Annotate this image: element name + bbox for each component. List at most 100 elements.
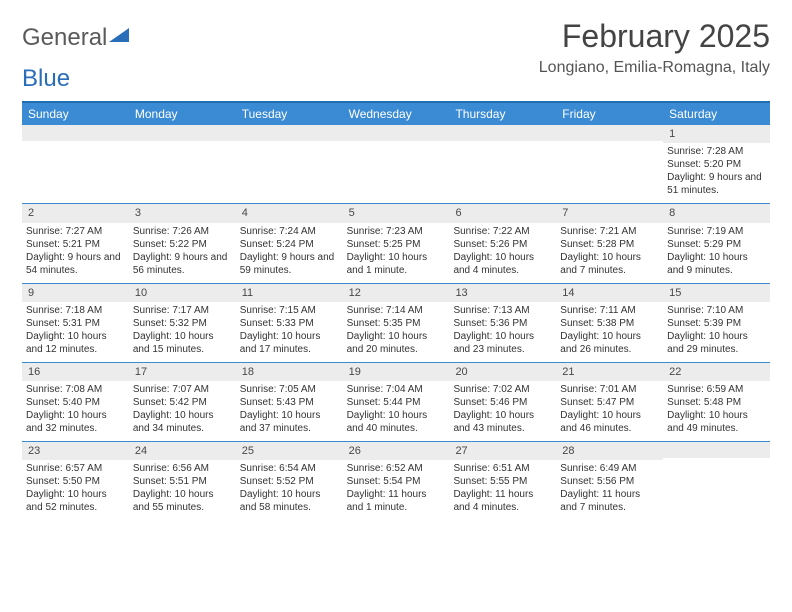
- day-sun: Sunrise: 6:56 AM: [133, 462, 232, 475]
- day-number: 11: [236, 284, 343, 302]
- day-cell: [343, 125, 450, 203]
- day-body: [129, 141, 236, 197]
- day-cell: [129, 125, 236, 203]
- day-set: Sunset: 5:52 PM: [240, 475, 339, 488]
- day-set: Sunset: 5:50 PM: [26, 475, 125, 488]
- day-number: 17: [129, 363, 236, 381]
- day-cell: 26Sunrise: 6:52 AMSunset: 5:54 PMDayligh…: [343, 442, 450, 520]
- day-sun: Sunrise: 7:10 AM: [667, 304, 766, 317]
- day-set: Sunset: 5:56 PM: [560, 475, 659, 488]
- day-day: Daylight: 10 hours and 34 minutes.: [133, 409, 232, 435]
- location: Longiano, Emilia-Romagna, Italy: [539, 59, 770, 77]
- day-body: Sunrise: 7:15 AMSunset: 5:33 PMDaylight:…: [236, 302, 343, 362]
- day-body: [343, 141, 450, 197]
- day-number: 8: [663, 204, 770, 222]
- day-body: Sunrise: 7:27 AMSunset: 5:21 PMDaylight:…: [22, 223, 129, 283]
- day-set: Sunset: 5:40 PM: [26, 396, 125, 409]
- week-row: 9Sunrise: 7:18 AMSunset: 5:31 PMDaylight…: [22, 283, 770, 362]
- day-day: Daylight: 10 hours and 55 minutes.: [133, 488, 232, 514]
- day-number: 7: [556, 204, 663, 222]
- day-cell: 13Sunrise: 7:13 AMSunset: 5:36 PMDayligh…: [449, 284, 556, 362]
- day-body: Sunrise: 6:49 AMSunset: 5:56 PMDaylight:…: [556, 460, 663, 520]
- day-set: Sunset: 5:48 PM: [667, 396, 766, 409]
- day-number: [22, 125, 129, 141]
- day-set: Sunset: 5:54 PM: [347, 475, 446, 488]
- day-cell: 10Sunrise: 7:17 AMSunset: 5:32 PMDayligh…: [129, 284, 236, 362]
- day-cell: [663, 442, 770, 520]
- day-day: Daylight: 10 hours and 58 minutes.: [240, 488, 339, 514]
- day-number: 14: [556, 284, 663, 302]
- day-day: Daylight: 9 hours and 51 minutes.: [667, 171, 766, 197]
- day-day: Daylight: 10 hours and 52 minutes.: [26, 488, 125, 514]
- day-number: 28: [556, 442, 663, 460]
- day-body: Sunrise: 7:04 AMSunset: 5:44 PMDaylight:…: [343, 381, 450, 441]
- day-set: Sunset: 5:20 PM: [667, 158, 766, 171]
- day-day: Daylight: 11 hours and 7 minutes.: [560, 488, 659, 514]
- day-day: Daylight: 10 hours and 20 minutes.: [347, 330, 446, 356]
- day-body: [22, 141, 129, 197]
- day-day: Daylight: 10 hours and 23 minutes.: [453, 330, 552, 356]
- day-number: 12: [343, 284, 450, 302]
- day-sun: Sunrise: 7:14 AM: [347, 304, 446, 317]
- day-day: Daylight: 10 hours and 17 minutes.: [240, 330, 339, 356]
- day-number: 9: [22, 284, 129, 302]
- day-day: Daylight: 10 hours and 4 minutes.: [453, 251, 552, 277]
- day-number: 23: [22, 442, 129, 460]
- day-sun: Sunrise: 6:57 AM: [26, 462, 125, 475]
- day-number: 6: [449, 204, 556, 222]
- day-sun: Sunrise: 7:21 AM: [560, 225, 659, 238]
- day-body: Sunrise: 7:01 AMSunset: 5:47 PMDaylight:…: [556, 381, 663, 441]
- day-day: Daylight: 9 hours and 56 minutes.: [133, 251, 232, 277]
- day-body: [236, 141, 343, 197]
- week-row: 1Sunrise: 7:28 AMSunset: 5:20 PMDaylight…: [22, 125, 770, 203]
- day-sun: Sunrise: 7:11 AM: [560, 304, 659, 317]
- day-body: Sunrise: 7:28 AMSunset: 5:20 PMDaylight:…: [663, 143, 770, 203]
- day-number: [343, 125, 450, 141]
- day-cell: 25Sunrise: 6:54 AMSunset: 5:52 PMDayligh…: [236, 442, 343, 520]
- day-sun: Sunrise: 6:51 AM: [453, 462, 552, 475]
- day-number: [663, 442, 770, 458]
- day-body: Sunrise: 7:14 AMSunset: 5:35 PMDaylight:…: [343, 302, 450, 362]
- day-number: 10: [129, 284, 236, 302]
- day-body: Sunrise: 6:57 AMSunset: 5:50 PMDaylight:…: [22, 460, 129, 520]
- week-row: 23Sunrise: 6:57 AMSunset: 5:50 PMDayligh…: [22, 441, 770, 520]
- day-body: Sunrise: 6:52 AMSunset: 5:54 PMDaylight:…: [343, 460, 450, 520]
- day-cell: 14Sunrise: 7:11 AMSunset: 5:38 PMDayligh…: [556, 284, 663, 362]
- day-number: [556, 125, 663, 141]
- day-number: 3: [129, 204, 236, 222]
- day-header: Sunday: [22, 103, 129, 125]
- day-cell: 18Sunrise: 7:05 AMSunset: 5:43 PMDayligh…: [236, 363, 343, 441]
- day-set: Sunset: 5:22 PM: [133, 238, 232, 251]
- day-body: Sunrise: 7:05 AMSunset: 5:43 PMDaylight:…: [236, 381, 343, 441]
- day-header-row: Sunday Monday Tuesday Wednesday Thursday…: [22, 103, 770, 125]
- day-cell: 5Sunrise: 7:23 AMSunset: 5:25 PMDaylight…: [343, 204, 450, 282]
- day-sun: Sunrise: 7:22 AM: [453, 225, 552, 238]
- day-body: Sunrise: 7:21 AMSunset: 5:28 PMDaylight:…: [556, 223, 663, 283]
- day-day: Daylight: 11 hours and 1 minute.: [347, 488, 446, 514]
- day-number: [129, 125, 236, 141]
- day-day: Daylight: 9 hours and 54 minutes.: [26, 251, 125, 277]
- day-number: 4: [236, 204, 343, 222]
- day-body: Sunrise: 6:56 AMSunset: 5:51 PMDaylight:…: [129, 460, 236, 520]
- day-cell: 22Sunrise: 6:59 AMSunset: 5:48 PMDayligh…: [663, 363, 770, 441]
- day-set: Sunset: 5:28 PM: [560, 238, 659, 251]
- day-cell: 2Sunrise: 7:27 AMSunset: 5:21 PMDaylight…: [22, 204, 129, 282]
- title-block: February 2025 Longiano, Emilia-Romagna, …: [539, 18, 770, 77]
- day-set: Sunset: 5:43 PM: [240, 396, 339, 409]
- day-day: Daylight: 11 hours and 4 minutes.: [453, 488, 552, 514]
- day-sun: Sunrise: 7:02 AM: [453, 383, 552, 396]
- day-sun: Sunrise: 7:15 AM: [240, 304, 339, 317]
- day-sun: Sunrise: 6:59 AM: [667, 383, 766, 396]
- day-body: Sunrise: 7:26 AMSunset: 5:22 PMDaylight:…: [129, 223, 236, 283]
- day-set: Sunset: 5:51 PM: [133, 475, 232, 488]
- day-body: Sunrise: 7:13 AMSunset: 5:36 PMDaylight:…: [449, 302, 556, 362]
- day-header: Wednesday: [343, 103, 450, 125]
- day-cell: 23Sunrise: 6:57 AMSunset: 5:50 PMDayligh…: [22, 442, 129, 520]
- day-cell: 21Sunrise: 7:01 AMSunset: 5:47 PMDayligh…: [556, 363, 663, 441]
- day-sun: Sunrise: 7:26 AM: [133, 225, 232, 238]
- day-day: Daylight: 10 hours and 1 minute.: [347, 251, 446, 277]
- day-day: Daylight: 10 hours and 32 minutes.: [26, 409, 125, 435]
- day-set: Sunset: 5:46 PM: [453, 396, 552, 409]
- day-body: Sunrise: 7:24 AMSunset: 5:24 PMDaylight:…: [236, 223, 343, 283]
- day-number: [449, 125, 556, 141]
